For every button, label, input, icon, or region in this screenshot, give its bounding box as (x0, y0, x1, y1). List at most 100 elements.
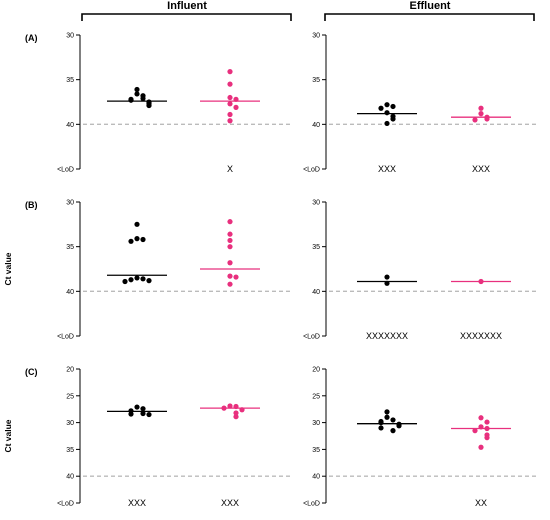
data-point (128, 238, 134, 244)
panel-4: 20 25 30 35 40 <LoD (C) Ct value XXX XXX (3, 367, 292, 508)
series-0: XXXXXXX (357, 274, 417, 341)
data-point (484, 419, 490, 425)
non-detect-marks: XXX (221, 498, 239, 508)
data-point (472, 117, 478, 123)
data-point (384, 110, 390, 116)
data-point (396, 423, 402, 429)
series-1: XXXXXXX (451, 278, 511, 341)
y-tick-label: 35 (66, 244, 74, 251)
data-point (472, 428, 478, 434)
panel-3: 30 35 40 <LoD XXXXXXX XXXXXXX (303, 200, 538, 341)
data-point (128, 277, 134, 283)
lod-tick-label: <LoD (57, 501, 74, 508)
data-point (233, 274, 239, 280)
data-point (227, 219, 233, 225)
y-tick-label: 25 (312, 393, 320, 400)
y-tick-label: 20 (312, 367, 320, 374)
panel-label: (B) (25, 200, 38, 210)
y-tick-label: 40 (312, 122, 320, 129)
data-point (378, 425, 384, 431)
data-point (146, 102, 152, 109)
data-point (227, 260, 233, 266)
non-detect-marks: XXXXXXX (460, 331, 502, 341)
influent-bracket: Influent (81, 0, 292, 21)
non-detect-marks: XX (475, 498, 487, 508)
y-tick-label: 35 (312, 244, 320, 251)
data-point (384, 274, 390, 280)
y-tick-label: 40 (312, 474, 320, 481)
panel-5: 20 25 30 35 40 <LoD XX (303, 367, 538, 508)
series-1: XXX (200, 403, 260, 508)
series-0: XXX (357, 102, 417, 174)
data-point (227, 273, 233, 279)
data-point (134, 236, 140, 242)
data-point (134, 221, 140, 227)
data-point (390, 116, 396, 122)
panel-2: 30 35 40 <LoD (B) Ct value (3, 200, 292, 341)
series-1: XXX (451, 105, 511, 174)
effluent-bracket: Effluent (324, 0, 535, 21)
data-point (484, 435, 490, 441)
series-1 (200, 219, 260, 287)
data-point (227, 81, 233, 87)
data-point (384, 414, 390, 420)
data-point (134, 404, 140, 410)
data-point (128, 411, 134, 417)
data-point (227, 244, 233, 250)
y-tick-label: 40 (66, 474, 74, 481)
data-point (122, 278, 128, 285)
y-tick-label: 35 (66, 447, 74, 454)
lod-tick-label: <LoD (303, 167, 320, 174)
y-tick-label: 30 (66, 420, 74, 427)
series-0 (357, 409, 417, 434)
non-detect-marks: XXX (128, 498, 146, 508)
y-tick-label: 30 (66, 33, 74, 40)
data-point (478, 105, 484, 111)
data-point (233, 403, 239, 410)
data-point (134, 91, 140, 97)
data-point (484, 425, 490, 432)
data-point (221, 405, 227, 411)
data-point (478, 444, 484, 450)
data-point (128, 97, 134, 103)
data-point (390, 103, 396, 110)
influent-header: Influent (167, 0, 207, 12)
data-point (140, 95, 146, 102)
panel-0: 30 35 40 <LoD (A) X (25, 33, 292, 174)
data-point (146, 411, 152, 418)
data-point (227, 94, 233, 101)
panel-1: 30 35 40 <LoD XXX XXX (303, 33, 538, 174)
lod-tick-label: <LoD (57, 167, 74, 174)
data-point (134, 275, 140, 281)
data-point (478, 424, 484, 430)
data-point (239, 407, 245, 413)
series-0 (107, 86, 167, 109)
lod-tick-label: <LoD (303, 501, 320, 508)
data-point (233, 414, 239, 420)
y-tick-label: 25 (66, 393, 74, 400)
data-point (384, 409, 390, 415)
data-point (390, 428, 396, 434)
data-point (227, 231, 233, 237)
series-0: XXX (107, 404, 167, 508)
effluent-header: Effluent (410, 0, 451, 12)
y-tick-label: 20 (66, 367, 74, 374)
y-tick-label: 35 (312, 447, 320, 454)
non-detect-marks: XXX (472, 164, 490, 174)
data-point (233, 104, 239, 110)
data-point (233, 410, 239, 416)
data-point (384, 280, 390, 286)
data-point (140, 406, 146, 412)
data-point (146, 278, 152, 284)
y-axis-label: Ct value (3, 252, 13, 285)
data-point (134, 86, 140, 93)
data-point (227, 101, 233, 107)
data-point (478, 111, 484, 117)
y-tick-label: 30 (312, 200, 320, 207)
data-point (478, 415, 484, 421)
y-tick-label: 30 (312, 420, 320, 427)
data-point (378, 105, 384, 111)
series-1: X (200, 69, 260, 174)
series-1: XX (451, 415, 511, 508)
